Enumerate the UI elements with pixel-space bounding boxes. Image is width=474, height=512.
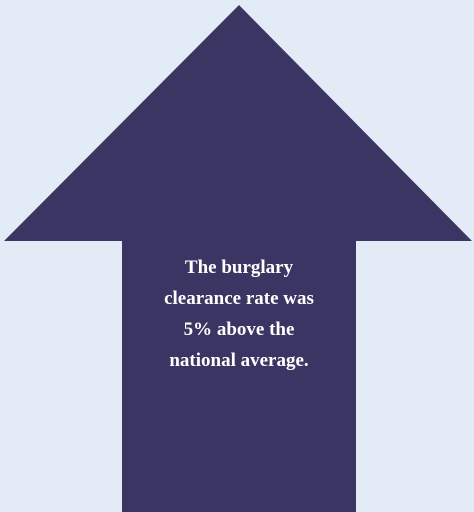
message-line: clearance rate was: [164, 288, 314, 309]
message-line: 5% above the: [184, 319, 295, 340]
up-arrow: [4, 5, 472, 512]
message-line: national average.: [169, 350, 308, 371]
message-line: The burglary: [185, 257, 294, 278]
